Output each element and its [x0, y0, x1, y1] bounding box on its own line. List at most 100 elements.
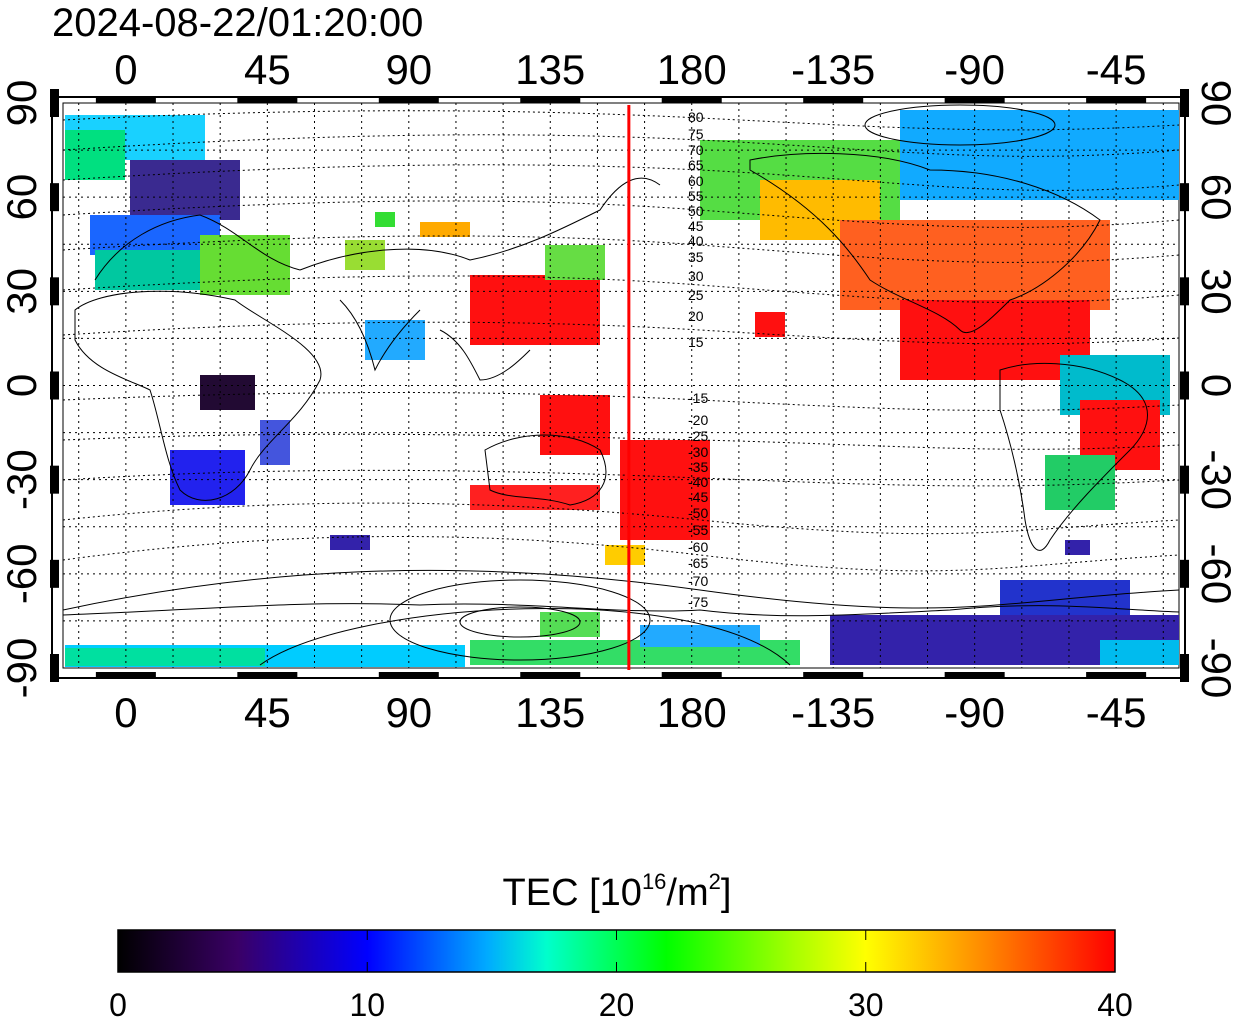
- tick-mark-top: [95, 96, 156, 103]
- lon-tick-label-bottom: -135: [791, 689, 875, 736]
- magnetic-latitude-contours: [63, 104, 1179, 666]
- lat-tick-label-right: -90: [1193, 638, 1235, 699]
- tick-mark-left: [50, 89, 59, 117]
- tec-patch: [200, 375, 255, 410]
- lon-tick-label-top: 135: [515, 46, 585, 93]
- lat-labels-left: 90 60 30 0 -30 -60 -90: [0, 80, 45, 699]
- tick-mark-bottom: [520, 672, 581, 679]
- tec-patch: [260, 420, 290, 465]
- contour-label: 80: [688, 109, 704, 125]
- contour-label: -25: [688, 428, 708, 444]
- colorbar-ticks: 0 10 20 30 40: [109, 930, 1133, 1021]
- coastline-europe: [94, 214, 301, 281]
- colorbar-tick-label: 20: [599, 987, 635, 1021]
- tec-patch: [605, 545, 645, 565]
- contour-line: [63, 392, 1179, 411]
- tick-mark-left: [50, 654, 59, 682]
- lon-tick-label-bottom: 0: [114, 689, 137, 736]
- contour-line: [864, 104, 1056, 146]
- lon-tick-label-bottom: 45: [244, 689, 291, 736]
- coastline-india: [339, 299, 421, 372]
- coastline-antarctica: [63, 603, 1179, 617]
- coastline-asia: [299, 177, 661, 271]
- axis-ticks: [50, 89, 1189, 682]
- lat-labels-right: 90 60 30 0 -30 -60 -90: [1193, 80, 1235, 699]
- contour-label: -50: [688, 505, 708, 521]
- tick-mark-left: [50, 277, 59, 306]
- contour-label: 20: [688, 308, 704, 324]
- lat-tick-label-right: 60: [1193, 174, 1235, 221]
- tick-mark-right: [1180, 371, 1189, 400]
- contour-label: 25: [688, 287, 704, 303]
- colorbar-tick-label: 10: [349, 987, 385, 1021]
- lon-tick-label-top: 180: [657, 46, 727, 93]
- contour-line: [63, 200, 1179, 228]
- lon-tick-label-top: 90: [385, 46, 432, 93]
- lon-tick-label-bottom: 90: [385, 689, 432, 736]
- tick-mark-top: [378, 96, 439, 103]
- tec-patch: [540, 395, 610, 455]
- tec-patch: [65, 648, 265, 666]
- contour-line: [63, 164, 1179, 191]
- tick-mark-bottom: [661, 672, 722, 679]
- colorbar-tick-label: 0: [109, 987, 127, 1021]
- tick-mark-top: [520, 96, 581, 103]
- contour-line: [63, 275, 1179, 303]
- tec-patch: [65, 130, 125, 180]
- tick-mark-left: [50, 371, 59, 400]
- contour-label: 50: [688, 203, 704, 219]
- tec-patch: [130, 160, 240, 220]
- contour-label: -15: [688, 390, 708, 406]
- tick-mark-bottom: [803, 672, 864, 679]
- contour-label: 30: [688, 268, 704, 284]
- contour-label: -30: [688, 444, 708, 460]
- tick-mark-bottom: [378, 672, 439, 679]
- coastlines: [63, 152, 1179, 617]
- contour-label: -20: [688, 412, 708, 428]
- lon-tick-label-bottom: -90: [944, 689, 1005, 736]
- lat-tick-label-right: 90: [1193, 80, 1235, 127]
- tec-patch: [540, 612, 600, 637]
- contour-line: [63, 321, 1179, 345]
- contour-line: [63, 433, 1179, 450]
- lat-tick-label-right: -60: [1193, 543, 1235, 604]
- colorbar: TEC [1016/m2] 0 10 20 30 40: [109, 869, 1133, 1021]
- lat-tick-label-right: 0: [1193, 374, 1235, 397]
- contour-line: [63, 235, 1179, 263]
- contour-label: -70: [688, 573, 708, 589]
- tick-mark-top: [237, 96, 298, 103]
- contour-line: [459, 606, 581, 638]
- tick-mark-left: [50, 183, 59, 212]
- timestamp-title: 2024-08-22/01:20:00: [52, 1, 423, 45]
- tick-mark-left: [50, 559, 59, 588]
- tick-mark-right: [1180, 559, 1189, 588]
- contour-label: -60: [688, 539, 708, 555]
- tec-patch: [375, 212, 395, 227]
- tec-patch: [365, 320, 425, 360]
- contour-line: [63, 134, 1179, 157]
- lat-tick-label-left: -30: [0, 449, 45, 510]
- contour-label: -55: [688, 522, 708, 538]
- contour-label: 75: [688, 126, 704, 142]
- tick-mark-left: [50, 465, 59, 494]
- colorbar-title-main: TEC [10: [503, 872, 642, 914]
- contour-label: 35: [688, 249, 704, 265]
- contour-label: -40: [688, 474, 708, 490]
- tec-patch: [620, 440, 710, 540]
- tec-patch: [640, 625, 760, 647]
- contour-label: -75: [688, 594, 708, 610]
- tick-mark-bottom: [95, 672, 156, 679]
- lon-labels-bottom: 0 45 90 135 180 -135 -90 -45: [114, 689, 1146, 736]
- lon-tick-label-top: -90: [944, 46, 1005, 93]
- contour-label: 70: [688, 142, 704, 158]
- colorbar-title-mid: /m: [666, 872, 708, 914]
- tick-mark-right: [1180, 277, 1189, 306]
- tec-patch: [470, 485, 600, 510]
- colorbar-title-sup1: 16: [642, 869, 666, 894]
- tec-patch: [170, 450, 245, 505]
- graticule-grid: [63, 103, 1179, 668]
- tec-patch: [900, 110, 1179, 200]
- tick-mark-right: [1180, 465, 1189, 494]
- tec-patch: [470, 275, 600, 345]
- lon-tick-label-bottom: -45: [1086, 689, 1147, 736]
